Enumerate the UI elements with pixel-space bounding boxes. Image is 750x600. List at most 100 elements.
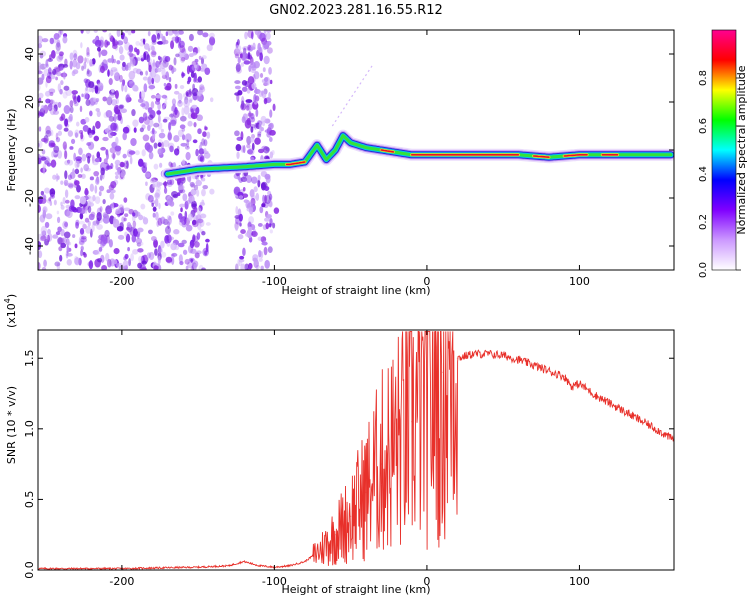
snr-point bbox=[426, 397, 428, 399]
noise-blob bbox=[187, 45, 194, 52]
noise-blob bbox=[57, 150, 63, 159]
noise-blob bbox=[38, 250, 43, 259]
noise-blob bbox=[121, 64, 127, 72]
noise-blob bbox=[115, 136, 119, 145]
noise-blob bbox=[42, 166, 46, 175]
noise-blob bbox=[56, 210, 60, 215]
noise-blob bbox=[132, 84, 139, 92]
trace-core-hot bbox=[532, 155, 550, 158]
noise-blob bbox=[94, 157, 101, 163]
noise-blob bbox=[144, 172, 151, 178]
noise-blob bbox=[150, 94, 156, 99]
noise-blob bbox=[196, 189, 200, 197]
noise-blob bbox=[76, 184, 81, 193]
noise-blob bbox=[39, 214, 46, 223]
noise-blob bbox=[39, 54, 44, 59]
noise-blob bbox=[122, 132, 127, 141]
noise-blob bbox=[268, 123, 273, 128]
noise-blob bbox=[79, 196, 87, 205]
noise-blob bbox=[186, 92, 189, 97]
noise-blob bbox=[162, 118, 168, 123]
noise-blob bbox=[66, 259, 72, 266]
snr-y-unit-label: (x104) bbox=[3, 294, 18, 328]
noise-blob bbox=[263, 146, 270, 154]
noise-blob bbox=[77, 55, 84, 64]
noise-blob bbox=[152, 212, 156, 218]
noise-blob bbox=[133, 228, 139, 237]
noise-blob bbox=[168, 121, 172, 132]
noise-blob bbox=[106, 152, 109, 160]
noise-blob bbox=[266, 30, 272, 33]
noise-blob bbox=[55, 68, 60, 74]
noise-blob bbox=[150, 50, 157, 58]
noise-blob bbox=[191, 219, 199, 228]
noise-blob bbox=[59, 88, 63, 95]
noise-blob bbox=[68, 205, 76, 212]
noise-blob bbox=[164, 180, 167, 189]
noise-blob bbox=[85, 152, 92, 159]
noise-blob bbox=[263, 77, 269, 82]
noise-blob bbox=[93, 30, 98, 33]
noise-blob bbox=[81, 153, 87, 162]
noise-blob bbox=[257, 133, 262, 138]
noise-blob bbox=[147, 194, 154, 203]
noise-blob bbox=[114, 72, 121, 82]
noise-blob bbox=[80, 42, 83, 49]
noise-blob bbox=[38, 204, 41, 213]
noise-blob bbox=[154, 198, 159, 208]
noise-blob bbox=[124, 213, 129, 217]
y-tick-label: 1.0 bbox=[23, 420, 36, 438]
noise-blob bbox=[158, 132, 166, 139]
noise-blob bbox=[237, 234, 244, 240]
noise-blob bbox=[38, 92, 44, 99]
noise-blob bbox=[129, 156, 133, 165]
noise-blob bbox=[107, 58, 113, 63]
noise-blob bbox=[191, 260, 199, 268]
noise-blob bbox=[42, 105, 46, 110]
spectrogram-marks bbox=[38, 30, 674, 270]
noise-blob bbox=[79, 105, 83, 113]
noise-blob bbox=[194, 58, 199, 63]
noise-blob bbox=[196, 207, 202, 215]
noise-blob bbox=[41, 194, 47, 201]
noise-blob bbox=[89, 228, 93, 238]
snr-point bbox=[365, 491, 367, 493]
snr-point bbox=[563, 375, 565, 378]
noise-blob bbox=[166, 215, 172, 221]
snr-marks bbox=[38, 330, 674, 570]
noise-blob bbox=[186, 139, 190, 148]
noise-blob bbox=[60, 242, 67, 249]
noise-blob bbox=[121, 82, 124, 92]
noise-blob bbox=[107, 129, 114, 139]
noise-blob bbox=[234, 53, 240, 59]
noise-blob bbox=[92, 125, 96, 134]
noise-blob bbox=[60, 80, 64, 86]
noise-blob bbox=[96, 46, 101, 52]
noise-blob bbox=[128, 52, 134, 58]
noise-blob bbox=[122, 126, 130, 134]
noise-blob bbox=[43, 259, 47, 267]
noise-blob bbox=[72, 49, 78, 58]
noise-blob bbox=[67, 130, 74, 137]
noise-blob bbox=[122, 153, 127, 159]
noise-blob bbox=[120, 171, 125, 178]
noise-blob bbox=[140, 203, 146, 210]
noise-blob bbox=[126, 149, 133, 158]
noise-blob bbox=[199, 67, 206, 72]
noise-blob bbox=[242, 193, 249, 198]
snr-point bbox=[380, 463, 382, 465]
noise-blob bbox=[264, 97, 272, 104]
noise-blob bbox=[148, 114, 154, 121]
noise-blob bbox=[179, 124, 186, 130]
noise-blob bbox=[171, 106, 174, 112]
noise-blob bbox=[41, 149, 46, 155]
noise-blob bbox=[123, 36, 128, 45]
noise-blob bbox=[47, 228, 51, 235]
snr-point bbox=[571, 385, 573, 388]
noise-blob bbox=[204, 67, 211, 76]
noise-blob bbox=[106, 96, 113, 106]
noise-blob bbox=[48, 67, 52, 75]
noise-blob bbox=[94, 184, 98, 194]
noise-blob bbox=[63, 118, 68, 127]
noise-blob bbox=[58, 237, 65, 245]
